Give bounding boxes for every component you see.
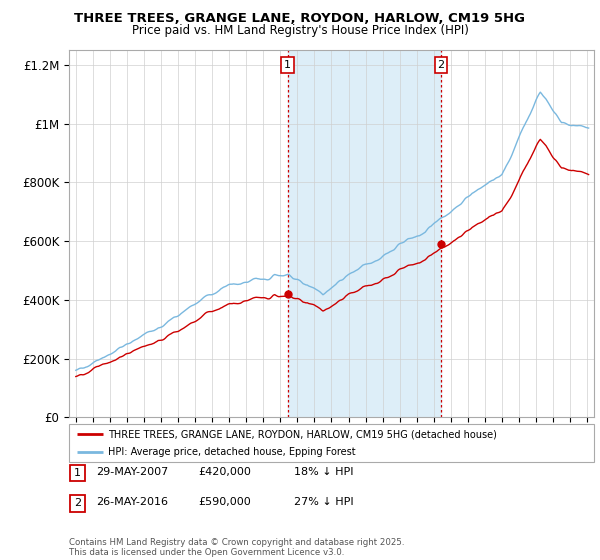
Text: 29-MAY-2007: 29-MAY-2007	[96, 466, 168, 477]
Text: 2: 2	[437, 60, 445, 70]
Text: 1: 1	[74, 468, 81, 478]
Text: 2: 2	[74, 498, 81, 508]
Text: 18% ↓ HPI: 18% ↓ HPI	[294, 466, 353, 477]
Text: THREE TREES, GRANGE LANE, ROYDON, HARLOW, CM19 5HG: THREE TREES, GRANGE LANE, ROYDON, HARLOW…	[74, 12, 526, 25]
Text: 1: 1	[284, 60, 291, 70]
Text: THREE TREES, GRANGE LANE, ROYDON, HARLOW, CM19 5HG (detached house): THREE TREES, GRANGE LANE, ROYDON, HARLOW…	[109, 429, 497, 439]
FancyBboxPatch shape	[70, 496, 85, 511]
Text: 27% ↓ HPI: 27% ↓ HPI	[294, 497, 353, 507]
FancyBboxPatch shape	[69, 424, 594, 462]
Bar	[287, 50, 441, 417]
Text: 26-MAY-2016: 26-MAY-2016	[96, 497, 168, 507]
Text: £420,000: £420,000	[198, 466, 251, 477]
Text: Price paid vs. HM Land Registry's House Price Index (HPI): Price paid vs. HM Land Registry's House …	[131, 24, 469, 36]
FancyBboxPatch shape	[70, 465, 85, 480]
Text: HPI: Average price, detached house, Epping Forest: HPI: Average price, detached house, Eppi…	[109, 447, 356, 457]
Text: £590,000: £590,000	[198, 497, 251, 507]
Text: Contains HM Land Registry data © Crown copyright and database right 2025.
This d: Contains HM Land Registry data © Crown c…	[69, 538, 404, 557]
